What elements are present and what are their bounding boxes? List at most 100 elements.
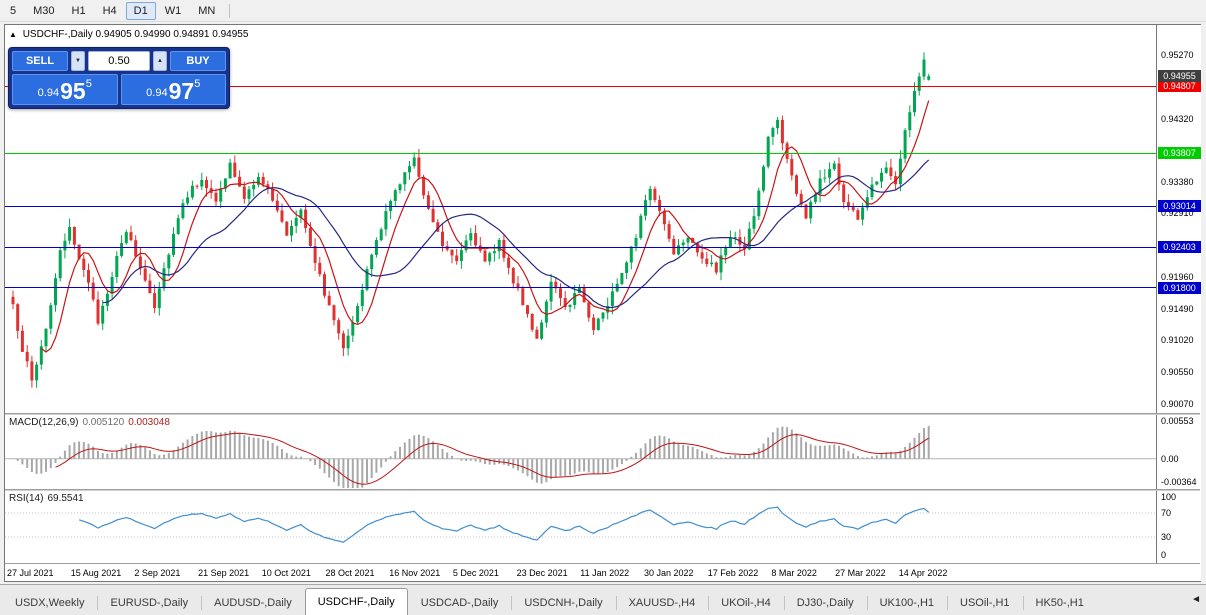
price-axis-label: 0.95270 [1161, 50, 1194, 61]
rsi-label: RSI(14) 69.5541 [9, 493, 84, 504]
timeframe-button-5[interactable]: 5 [2, 2, 24, 20]
chart-tab-ukoil-h4[interactable]: UKOil-,H4 [708, 590, 784, 615]
horizontal-level-line-0.91800[interactable] [5, 287, 1156, 289]
time-axis-label: 15 Aug 2021 [70, 568, 122, 578]
time-axis-label: 16 Nov 2021 [389, 568, 441, 578]
one-click-trading-panel: SELL ▼ ▲ BUY 0.94 95 5 0.94 97 5 [8, 47, 230, 109]
chart-tab-usoil-h1[interactable]: USOil-,H1 [947, 590, 1023, 615]
macd-value-main: 0.005120 [82, 417, 125, 428]
buy-price-button[interactable]: 0.94 97 5 [120, 74, 226, 105]
volume-decrease-button[interactable]: ▼ [71, 51, 85, 71]
chart-tab-eurusd-daily[interactable]: EURUSD-,Daily [97, 590, 201, 615]
price-axis-label: 0.91960 [1161, 272, 1194, 282]
volume-input[interactable] [88, 51, 150, 71]
timeframe-button-w1[interactable]: W1 [157, 2, 190, 20]
horizontal-level-line-0.93807[interactable] [5, 152, 1156, 154]
price-level-tag: 0.93014 [1158, 200, 1201, 213]
time-axis-label: 30 Jan 2022 [644, 568, 694, 578]
time-axis-label: 10 Oct 2021 [261, 568, 311, 578]
horizontal-level-line-0.92403[interactable] [5, 246, 1156, 248]
price-level-tag: 0.92403 [1158, 241, 1201, 254]
rsi-axis-label: 0 [1161, 550, 1167, 560]
timeframe-button-m30[interactable]: M30 [25, 2, 62, 20]
chart-plot[interactable] [5, 25, 1156, 581]
volume-increase-button[interactable]: ▲ [153, 51, 167, 71]
ohlc-values: 0.94905 0.94990 0.94891 0.94955 [95, 29, 249, 40]
time-axis-label: 17 Feb 2022 [707, 568, 759, 578]
time-axis[interactable]: 27 Jul 2021 15 Aug 2021 2 Sep 2021 21 Sep 2… [5, 563, 1200, 581]
time-axis-label: 8 Mar 2022 [771, 568, 817, 578]
macd-value-signal: 0.003048 [128, 417, 170, 428]
price-level-tag: 0.91800 [1158, 281, 1201, 294]
time-axis-label: 27 Mar 2022 [835, 568, 886, 578]
tab-scroll-icon[interactable]: ◄ [1191, 594, 1201, 605]
macd-axis-label: 0.00 [1161, 453, 1179, 464]
time-axis-label: 23 Dec 2021 [516, 568, 568, 578]
chart-tab-xauusd-h4[interactable]: XAUUSD-,H4 [615, 590, 709, 615]
macd-title: MACD(12,26,9) [9, 417, 79, 428]
timeframe-button-h4[interactable]: H4 [95, 2, 125, 20]
chart-tabs-bar: USDX,Weekly EURUSD-,Daily AUDUSD-,Daily USD… [0, 584, 1206, 615]
price-level-tag: 0.94807 [1158, 80, 1201, 93]
price-axis-label: 0.91020 [1161, 335, 1194, 345]
time-axis-label: 11 Jan 2022 [580, 568, 630, 578]
timeframe-button-mn[interactable]: MN [190, 2, 223, 20]
price-axis-label: 0.90550 [1161, 366, 1194, 377]
chart-area: ▲ USDCHF-,Daily 0.94905 0.94990 0.94891 … [4, 24, 1201, 582]
sell-price-prefix: 0.94 [37, 87, 60, 99]
horizontal-level-line-0.93014[interactable] [5, 205, 1156, 207]
chart-tab-dj30-daily[interactable]: DJ30-,Daily [783, 590, 867, 615]
price-axis[interactable]: 0.95270 0.94320 0.93380 0.92910 0.91960 0.914… [1156, 25, 1201, 581]
time-axis-label: 14 Apr 2022 [898, 568, 948, 578]
price-axis-label: 0.90070 [1161, 398, 1194, 409]
time-axis-label: 2 Sep 2021 [134, 568, 181, 578]
timeframe-button-h1[interactable]: H1 [64, 2, 94, 20]
rsi-axis-label: 70 [1161, 508, 1172, 518]
sell-price-sup: 5 [85, 78, 92, 90]
trade-panel-collapse-icon[interactable]: ▲ [9, 30, 17, 39]
rsi-axis-label: 30 [1161, 532, 1172, 542]
buy-price-sup: 5 [194, 78, 201, 90]
pane-splitter[interactable] [5, 413, 1200, 415]
time-axis-label: 28 Oct 2021 [325, 568, 375, 578]
timeframe-button-d1[interactable]: D1 [125, 1, 156, 20]
macd-axis-label: 0.00553 [1161, 416, 1194, 426]
time-axis-label: 21 Sep 2021 [198, 568, 250, 578]
toolbar-separator [229, 3, 231, 18]
price-level-tag: 0.93807 [1158, 147, 1201, 160]
buy-price-big: 97 [168, 78, 195, 104]
buy-price-prefix: 0.94 [146, 87, 168, 99]
chart-tab-usdcnh-daily[interactable]: USDCNH-,Daily [511, 590, 615, 615]
current-price-tag: 0.94955 [1158, 70, 1201, 83]
macd-axis-label: -0.00364 [1161, 477, 1197, 487]
sell-price-big: 95 [60, 78, 86, 104]
price-axis-label: 0.91490 [1161, 303, 1194, 314]
chart-tab-usdx-weekly[interactable]: USDX,Weekly [15, 597, 85, 609]
symbol-name: USDCHF-,Daily [22, 29, 93, 40]
price-axis-label: 0.94320 [1161, 113, 1194, 124]
time-axis-label: 5 Dec 2021 [452, 568, 499, 578]
horizontal-level-line-0.94807[interactable] [5, 85, 1156, 87]
chart-tab-audusd-daily[interactable]: AUDUSD-,Daily [201, 590, 305, 615]
chart-tab-usdcad-daily[interactable]: USDCAD-,Daily [420, 597, 499, 609]
chart-legend: ▲ USDCHF-,Daily 0.94905 0.94990 0.94891 … [9, 29, 248, 40]
timeframe-toolbar: 5 M30 H1 H4 D1 W1 MN [0, 0, 1206, 22]
sell-price-button[interactable]: 0.94 95 5 [12, 74, 118, 105]
rsi-title: RSI(14) [9, 493, 44, 504]
pane-splitter[interactable] [5, 489, 1200, 491]
chart-tab-uk100-h1[interactable]: UK100-,H1 [866, 590, 947, 615]
macd-label: MACD(12,26,9) 0.005120 0.003048 [9, 417, 170, 428]
price-axis-label: 0.92910 [1161, 208, 1194, 219]
sell-button[interactable]: SELL [12, 51, 68, 71]
overlay-ma-fast [40, 100, 930, 353]
trade-panel-price-row: 0.94 95 5 0.94 97 5 [12, 74, 226, 105]
rsi-value: 69.5541 [47, 493, 84, 504]
macd-signal-line [55, 432, 929, 485]
price-axis-label: 0.93380 [1161, 176, 1194, 187]
trade-panel-top-row: SELL ▼ ▲ BUY [12, 51, 226, 71]
time-axis-label: 27 Jul 2021 [7, 568, 54, 578]
buy-button[interactable]: BUY [170, 51, 226, 71]
chart-tab-hk50-h1[interactable]: HK50-,H1 [1022, 590, 1097, 615]
chart-tab-usdchf-daily[interactable]: USDCHF-,Daily [304, 588, 408, 615]
